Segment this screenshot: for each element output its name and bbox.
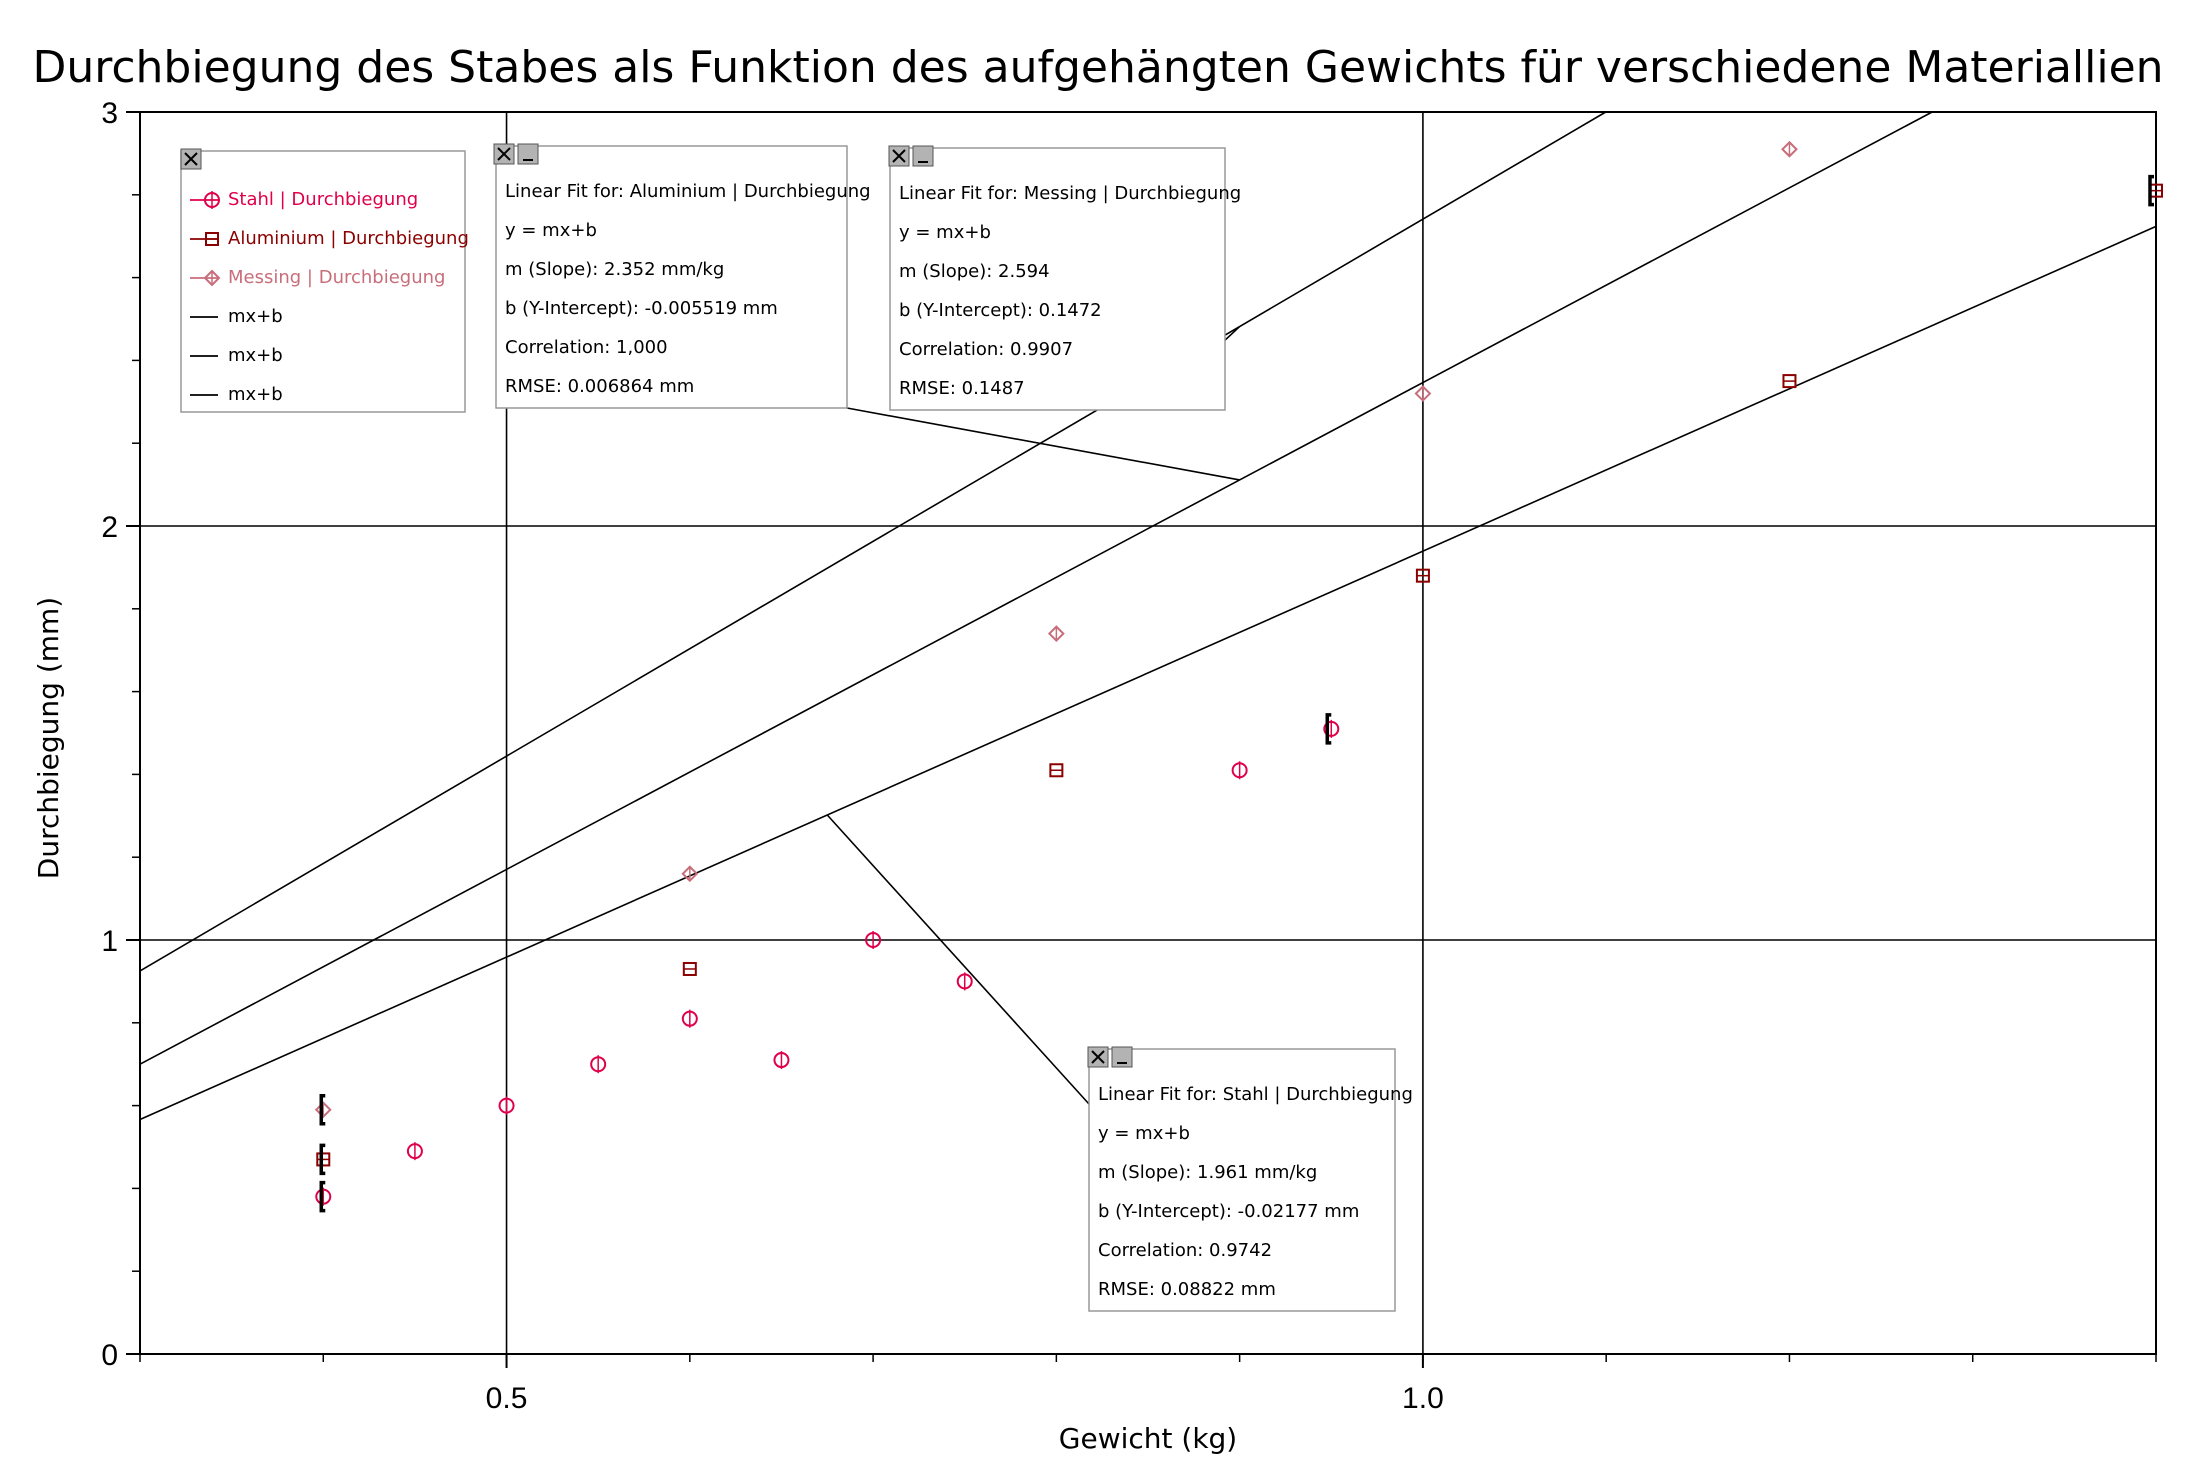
fit-line: b (Y-Intercept): 0.1472	[899, 300, 1102, 321]
fit-line: Linear Fit for: Aluminium | Durchbiegung	[505, 181, 871, 202]
fit-line: Correlation: 1,000	[505, 337, 668, 358]
leader-line	[846, 407, 1240, 481]
y-tick-label: 3	[101, 97, 118, 130]
fit-line-messing	[139, 111, 1607, 972]
fit-line: Linear Fit for: Messing | Durchbiegung	[899, 183, 1241, 204]
plot-frame	[139, 111, 2157, 1355]
chart-title: Durchbiegung des Stabes als Funktion des…	[32, 42, 2163, 93]
legend-box	[180, 150, 466, 413]
y-tick-label: 1	[101, 925, 118, 958]
data-point-stahl	[406, 1142, 423, 1161]
fit-annotation-aluminium: Linear Fit for: Aluminium | Durchbiegung…	[493, 143, 871, 409]
legend-item: mx+b	[190, 306, 283, 327]
fit-line: Correlation: 0.9742	[1098, 1240, 1272, 1261]
close-icon	[497, 147, 511, 161]
fit-line: y = mx+b	[505, 220, 597, 241]
data-point-messing	[1781, 140, 1798, 158]
legend-label: Aluminium | Durchbiegung	[228, 228, 469, 249]
legend-label: mx+b	[228, 345, 283, 366]
legend-item: Messing | Durchbiegung	[190, 267, 445, 288]
legend-label: Stahl | Durchbiegung	[228, 189, 418, 210]
data-point-stahl	[681, 1009, 698, 1028]
legend-item: Stahl | Durchbiegung	[190, 189, 418, 210]
y-tick-label: 0	[101, 1339, 118, 1372]
fit-line: y = mx+b	[1098, 1123, 1190, 1144]
legend-swatch-marker	[205, 232, 219, 246]
fit-line: m (Slope): 1.961 mm/kg	[1098, 1162, 1317, 1183]
fit-line: Linear Fit for: Stahl | Durchbiegung	[1098, 1084, 1413, 1105]
data-point-aluminium	[316, 1152, 331, 1167]
data-point-stahl	[865, 931, 882, 949]
fit-box	[495, 145, 848, 409]
y-axis-label: Durchbiegung (mm)	[32, 597, 65, 879]
fit-line: m (Slope): 2.352 mm/kg	[505, 259, 724, 280]
data-point-messing	[681, 865, 699, 883]
legend-swatch-marker	[203, 269, 221, 287]
fit-box	[889, 147, 1226, 411]
fit-line: b (Y-Intercept): -0.005519 mm	[505, 298, 778, 319]
annotation-leaders	[826, 325, 1241, 1105]
data-point-messing	[1047, 625, 1065, 643]
data-point-aluminium	[1782, 374, 1797, 389]
fit-annotation-messing: Linear Fit for: Messing | Durchbiegung y…	[888, 145, 1241, 411]
data-point-aluminium	[1049, 763, 1064, 778]
fit-box	[1088, 1048, 1396, 1312]
data-point-stahl	[1231, 761, 1248, 780]
close-icon	[184, 152, 198, 166]
fit-line: m (Slope): 2.594	[899, 261, 1050, 282]
x-tick-label: 0.5	[486, 1382, 528, 1415]
data-point-aluminium	[1415, 568, 1430, 583]
data-point-stahl	[1323, 719, 1340, 738]
data-points	[314, 140, 2163, 1213]
selection-bracket	[319, 1180, 326, 1213]
data-point-stahl	[773, 1051, 790, 1070]
selection-bracket	[2148, 174, 2154, 207]
legend-label: Messing | Durchbiegung	[228, 267, 445, 288]
x-tick-label: 1.0	[1402, 1382, 1444, 1415]
data-point-messing	[1414, 385, 1432, 402]
fit-line: b (Y-Intercept): -0.02177 mm	[1098, 1201, 1359, 1222]
leader-line	[826, 814, 1090, 1105]
fit-line: RMSE: 0.006864 mm	[505, 376, 694, 397]
y-tick-label: 2	[101, 511, 118, 544]
legend-label: mx+b	[228, 306, 283, 327]
data-point-stahl	[498, 1096, 515, 1115]
data-point-stahl	[956, 972, 973, 991]
fit-line: RMSE: 0.08822 mm	[1098, 1279, 1276, 1300]
fit-annotation-stahl: Linear Fit for: Stahl | Durchbiegung y =…	[1087, 1046, 1413, 1312]
fit-line: Correlation: 0.9907	[899, 339, 1073, 360]
legend-item: Aluminium | Durchbiegung	[190, 228, 469, 249]
grid	[140, 112, 2156, 1354]
x-axis-label: Gewicht (kg)	[1059, 1422, 1237, 1455]
legend-label: mx+b	[228, 384, 283, 405]
legend-swatch-marker	[204, 191, 220, 209]
legend-item: mx+b	[190, 384, 283, 405]
close-icon	[892, 149, 906, 163]
fit-line-stahl	[139, 225, 2157, 1121]
legend-item: mx+b	[190, 345, 283, 366]
data-point-aluminium	[682, 961, 697, 976]
selection-bracket	[319, 1093, 326, 1126]
legend: Stahl | Durchbiegung Aluminium | Durchbie…	[180, 148, 469, 413]
fit-line-aluminium	[139, 111, 1933, 1065]
close-icon	[1091, 1050, 1105, 1064]
axis-ticks: 0.5 1.0 0 1 2 3	[101, 97, 2157, 1415]
fit-lines	[139, 111, 2157, 1121]
fit-line: y = mx+b	[899, 222, 991, 243]
selection-bracket	[319, 1143, 326, 1176]
fit-line: RMSE: 0.1487	[899, 378, 1025, 399]
data-point-stahl	[590, 1055, 607, 1074]
data-point-stahl	[315, 1187, 332, 1206]
data-point-messing	[314, 1101, 332, 1119]
selection-bracket	[1325, 713, 1332, 745]
